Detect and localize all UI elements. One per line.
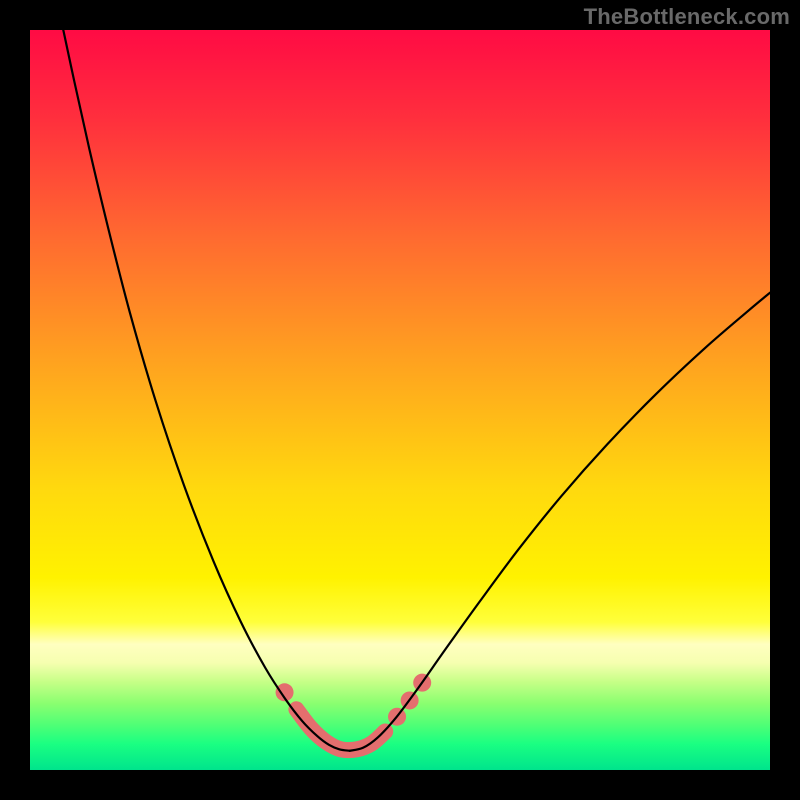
chart-svg [0, 0, 800, 800]
watermark-text: TheBottleneck.com [584, 4, 790, 30]
chart-canvas: TheBottleneck.com [0, 0, 800, 800]
plot-background-gradient [30, 30, 770, 770]
